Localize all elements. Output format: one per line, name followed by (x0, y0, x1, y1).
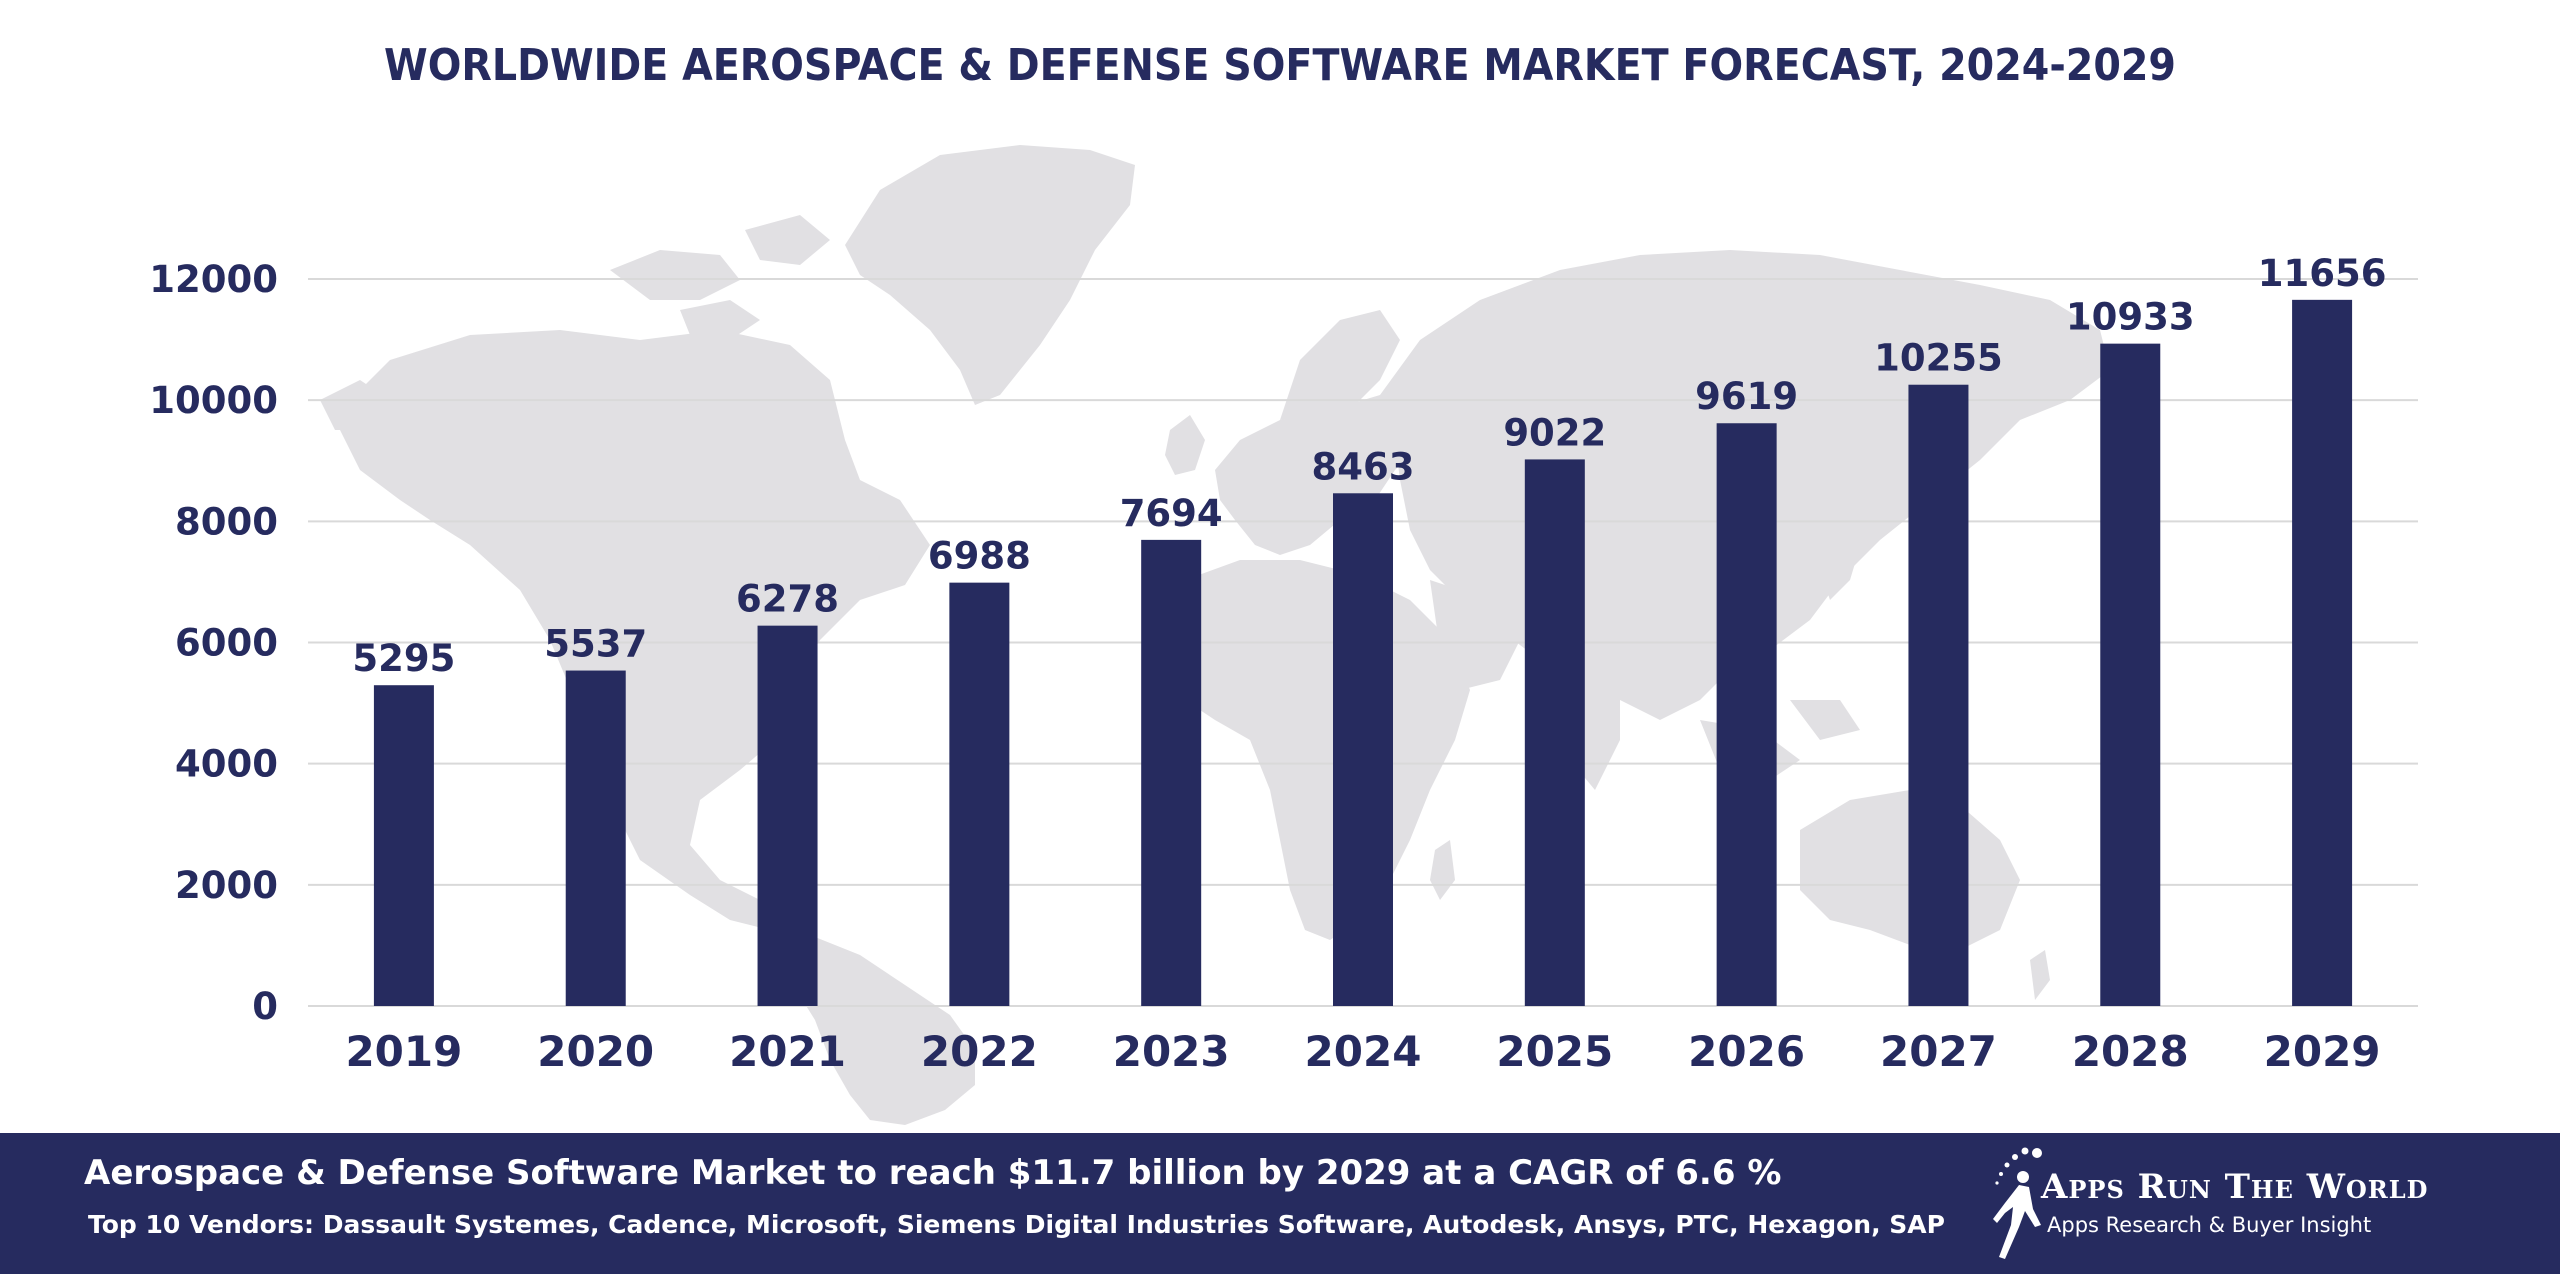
y-tick-label: 8000 (175, 500, 278, 543)
x-tick-label: 2028 (2072, 1027, 2189, 1076)
y-axis-ticks: 0 2000 4000 6000 8000 10000 12000 (149, 258, 278, 1028)
bar (1524, 459, 1585, 1006)
y-tick-label: 12000 (149, 258, 278, 301)
logo: Apps Run The World Apps Research & Buyer… (1975, 1147, 2455, 1262)
data-label: 7694 (1120, 492, 1223, 535)
data-label: 6988 (928, 535, 1031, 578)
data-label: 9619 (1695, 375, 1798, 418)
x-tick-label: 2019 (345, 1027, 462, 1076)
bar (1141, 539, 1202, 1006)
chart: 0 2000 4000 6000 8000 10000 12000 5295 5537 6278… (149, 145, 2418, 1125)
x-tick-label: 2026 (1688, 1027, 1805, 1076)
bar (2100, 343, 2161, 1006)
y-tick-label: 4000 (175, 743, 278, 786)
data-label: 9022 (1503, 411, 1606, 454)
footer-banner: Aerospace & Defense Software Market to r… (0, 1133, 2560, 1274)
x-tick-label: 2025 (1496, 1027, 1613, 1076)
bar (565, 670, 626, 1006)
y-tick-label: 2000 (175, 864, 278, 907)
footer-vendors: Top 10 Vendors: Dassault Systemes, Caden… (88, 1210, 1945, 1239)
data-label: 8463 (1312, 445, 1415, 488)
x-tick-label: 2020 (537, 1027, 654, 1076)
data-label: 10933 (2066, 296, 2195, 339)
bar (1333, 493, 1393, 1006)
x-tick-label: 2027 (1880, 1027, 1997, 1076)
logo-tagline: Apps Research & Buyer Insight (2047, 1213, 2372, 1237)
x-tick-label: 2023 (1113, 1027, 1230, 1076)
runner-icon (1993, 1147, 2042, 1259)
data-label: 10255 (1874, 337, 2003, 380)
x-axis-ticks: 2019 2020 2021 2022 2023 2024 2025 2026 2027 2028… (345, 1027, 2380, 1076)
bar (757, 625, 818, 1006)
bar (1716, 423, 1777, 1006)
bar (1908, 384, 1969, 1007)
data-label: 11656 (2258, 252, 2387, 295)
x-tick-label: 2021 (729, 1027, 846, 1076)
y-tick-label: 10000 (149, 379, 278, 422)
data-label: 5537 (544, 623, 647, 666)
x-tick-label: 2029 (2264, 1027, 2381, 1076)
data-labels: 5295 5537 6278 6988 7694 8463 9022 9619 10255 109… (352, 252, 2386, 680)
footer-headline: Aerospace & Defense Software Market to r… (84, 1153, 1782, 1193)
data-label: 6278 (736, 578, 839, 621)
bar (373, 685, 434, 1006)
bar (2292, 299, 2353, 1006)
y-tick-label: 0 (252, 985, 278, 1028)
data-label: 5295 (352, 637, 455, 680)
logo-name: Apps Run The World (2041, 1167, 2429, 1207)
x-tick-label: 2022 (921, 1027, 1038, 1076)
bars (373, 299, 2353, 1007)
bar (949, 582, 1010, 1006)
x-tick-label: 2024 (1305, 1027, 1422, 1076)
chart-title: WORLDWIDE AEROSPACE & DEFENSE SOFTWARE M… (384, 40, 2176, 91)
y-tick-label: 6000 (175, 622, 278, 665)
